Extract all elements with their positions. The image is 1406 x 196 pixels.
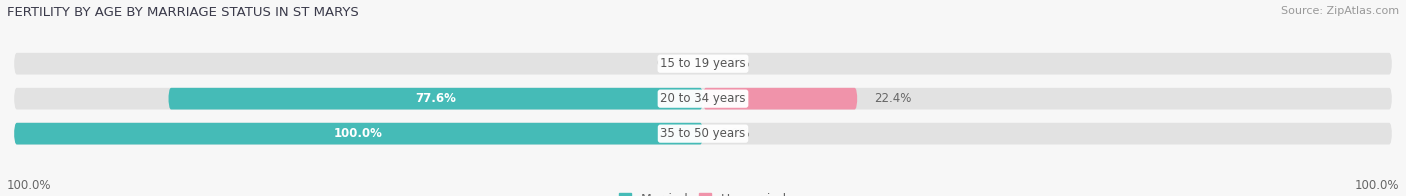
Text: FERTILITY BY AGE BY MARRIAGE STATUS IN ST MARYS: FERTILITY BY AGE BY MARRIAGE STATUS IN S… [7, 6, 359, 19]
FancyBboxPatch shape [14, 53, 1392, 74]
Text: 0.0%: 0.0% [720, 127, 749, 140]
Text: 22.4%: 22.4% [875, 92, 912, 105]
Text: 100.0%: 100.0% [7, 179, 52, 192]
Text: 0.0%: 0.0% [720, 57, 749, 70]
Text: 35 to 50 years: 35 to 50 years [661, 127, 745, 140]
FancyBboxPatch shape [14, 88, 1392, 110]
Text: 0.0%: 0.0% [657, 57, 686, 70]
Text: 100.0%: 100.0% [1354, 179, 1399, 192]
Text: 100.0%: 100.0% [335, 127, 382, 140]
Text: Source: ZipAtlas.com: Source: ZipAtlas.com [1281, 6, 1399, 16]
Text: 77.6%: 77.6% [415, 92, 456, 105]
FancyBboxPatch shape [169, 88, 703, 110]
FancyBboxPatch shape [14, 123, 703, 144]
Legend: Married, Unmarried: Married, Unmarried [619, 193, 787, 196]
Text: 15 to 19 years: 15 to 19 years [661, 57, 745, 70]
FancyBboxPatch shape [14, 123, 1392, 144]
Text: 20 to 34 years: 20 to 34 years [661, 92, 745, 105]
FancyBboxPatch shape [703, 88, 858, 110]
